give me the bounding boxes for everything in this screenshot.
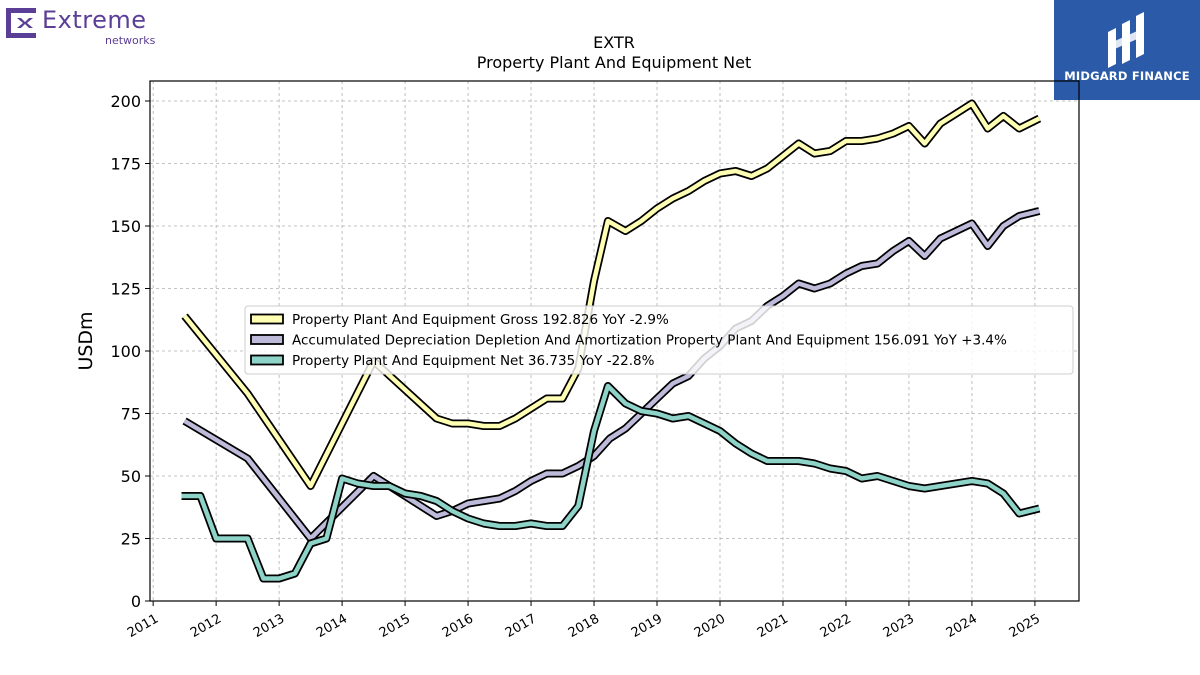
x-tick-label: 2019: [629, 611, 665, 641]
x-tick-label: 2021: [755, 611, 791, 641]
legend-box: [244, 305, 1074, 375]
extreme-logo-subtext: networks: [105, 34, 156, 47]
y-tick-label: 25: [121, 530, 141, 549]
y-tick-label: 75: [121, 405, 141, 424]
series-gross-outline: [181, 99, 1042, 490]
chart-title: EXTR: [593, 33, 635, 52]
extreme-networks-logo: Extreme networks: [4, 4, 174, 48]
x-tick-label: 2012: [188, 611, 224, 641]
extreme-logo-text: Extreme: [42, 6, 147, 34]
x-tick-label: 2017: [503, 611, 539, 641]
y-ticks: 0 25 50 75 100 125 150 175 200: [110, 92, 150, 611]
x-tick-label: 2015: [377, 611, 413, 641]
plot-frame: [149, 80, 1080, 602]
y-tick-label: 200: [110, 92, 141, 111]
y-tick-label: 175: [110, 155, 141, 174]
x-tick-label: 2023: [881, 611, 917, 641]
y-tick-label: 0: [131, 592, 141, 611]
x-tick-label: 2025: [1007, 611, 1043, 641]
y-tick-label: 50: [121, 467, 141, 486]
x-ticks: 2011 2012 2013 2014 2015 2016 2017 2018 2019 2020…: [125, 601, 1043, 641]
y-tick-label: 100: [110, 342, 141, 361]
legend: Property Plant And Equipment Gross 192.8…: [244, 305, 1074, 375]
y-tick-label: 125: [110, 280, 141, 299]
series-gross-line: [182, 101, 1041, 489]
legend-swatch-gross: [250, 313, 284, 325]
x-tick-label: 2018: [566, 611, 602, 641]
x-tick-label: 2020: [692, 611, 728, 641]
chart-subtitle: Property Plant And Equipment Net: [477, 53, 752, 72]
x-tick-label: 2014: [314, 611, 350, 641]
x-tick-label: 2022: [818, 611, 854, 641]
y-axis-label: USDm: [75, 311, 97, 370]
series-net-line: [181, 383, 1040, 581]
x-tick-label: 2013: [251, 611, 287, 641]
y-tick-label: 150: [110, 217, 141, 236]
series-gross: [181, 99, 1042, 490]
x-tick-label: 2011: [125, 611, 161, 641]
x-tick-label: 2016: [440, 611, 476, 641]
series-layer: [181, 99, 1042, 583]
legend-swatch-net: [250, 354, 284, 366]
series-net: [181, 382, 1041, 583]
midgard-finance-logo: MIDGARD FINANCE: [1054, 0, 1200, 100]
legend-label-accum: Accumulated Depreciation Depletion And A…: [292, 333, 1007, 349]
midgard-logo-icon: [1108, 12, 1144, 68]
legend-swatch-accum: [250, 334, 284, 345]
x-tick-label: 2024: [944, 611, 980, 641]
legend-label-gross: Property Plant And Equipment Gross 192.8…: [292, 312, 669, 328]
midgard-logo-text: MIDGARD FINANCE: [1064, 69, 1190, 83]
extreme-logo-icon: [6, 8, 36, 38]
legend-label-net: Property Plant And Equipment Net 36.735 …: [292, 353, 655, 369]
